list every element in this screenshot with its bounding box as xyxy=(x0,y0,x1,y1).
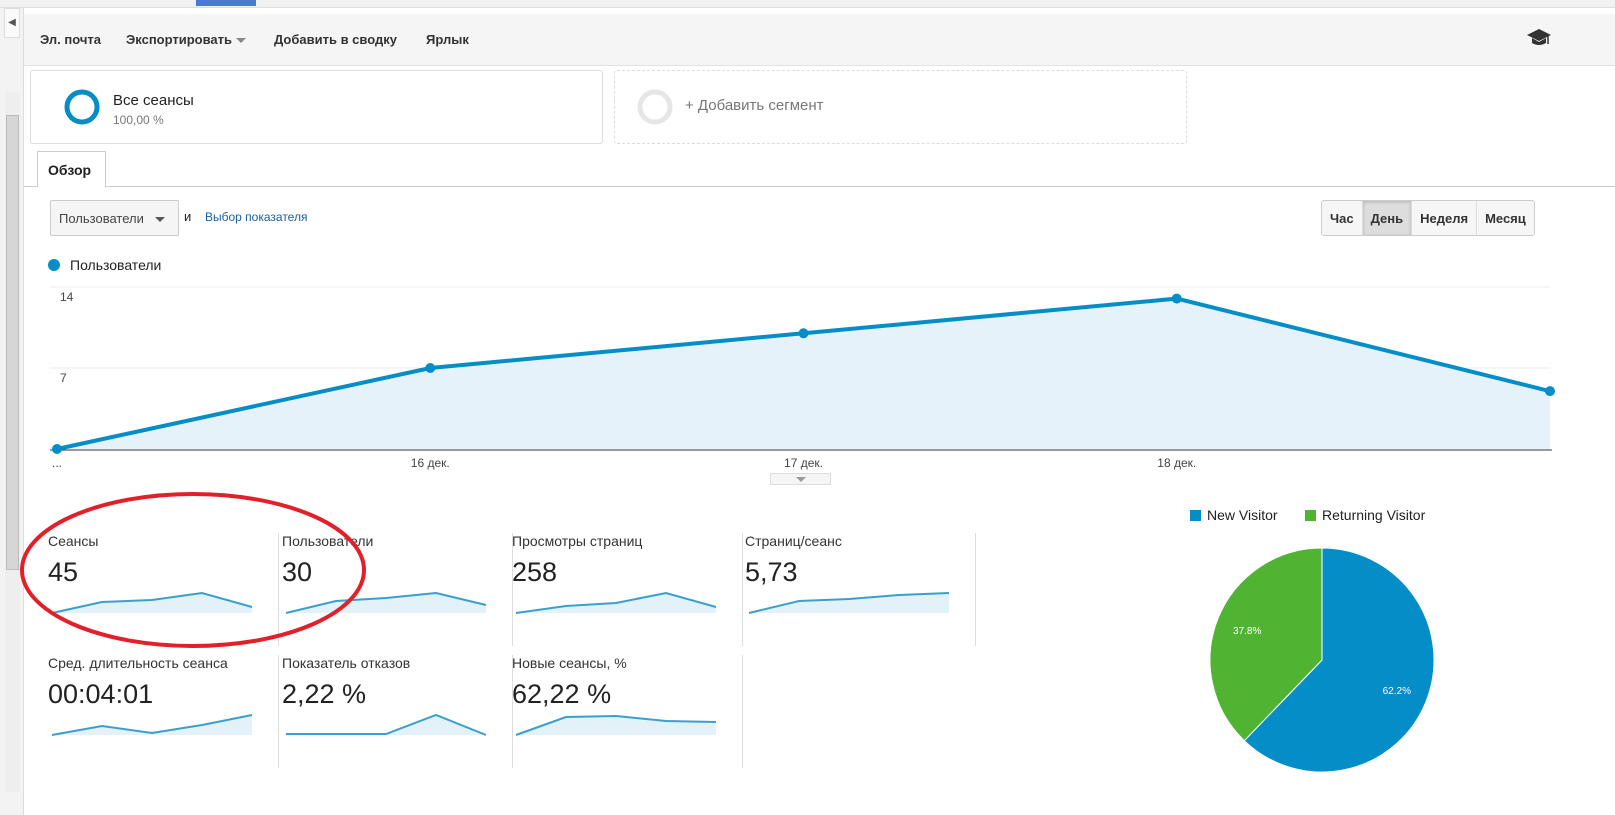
pie-legend-label: Returning Visitor xyxy=(1322,507,1426,523)
pie-label: 37.8% xyxy=(1233,626,1261,637)
sparkline-line xyxy=(51,714,253,736)
sparkline-area xyxy=(52,593,252,613)
choose-metric-link[interactable]: Выбор показателя xyxy=(205,210,308,224)
sparkline-line xyxy=(515,714,717,736)
x-tick-label: ... xyxy=(52,456,62,470)
legend-swatch xyxy=(1190,510,1201,521)
expand-chart-handle[interactable] xyxy=(770,473,831,485)
sparkline xyxy=(515,714,717,736)
collapse-sidebar-button[interactable]: ◀ xyxy=(4,8,20,38)
segment-title: Все сеансы xyxy=(113,92,194,109)
active-tab-indicator xyxy=(196,0,256,6)
metric-value: 62,22 % xyxy=(512,679,612,709)
segment-ring-icon xyxy=(64,89,100,125)
add-segment-label: + Добавить сегмент xyxy=(685,97,824,114)
tab-divider xyxy=(24,186,1615,187)
metric-value: 45 xyxy=(48,557,79,587)
sparkline-area xyxy=(286,715,486,735)
sparkline xyxy=(515,591,717,614)
pie-legend-label: New Visitor xyxy=(1207,507,1278,523)
data-point xyxy=(52,444,62,454)
sparkline-line xyxy=(748,592,950,614)
export-label: Экспортировать xyxy=(126,32,233,47)
legend-dot-icon xyxy=(48,259,60,271)
legend-swatch xyxy=(1305,510,1316,521)
period-toggle: Час День Неделя Месяц xyxy=(1321,200,1535,236)
period-week-button[interactable]: Неделя xyxy=(1412,201,1478,235)
chevron-down-icon xyxy=(155,217,166,223)
y-tick-label: 7 xyxy=(60,371,67,385)
metric-label: Просмотры страниц xyxy=(512,533,643,549)
metric-value: 30 xyxy=(282,557,313,587)
data-point xyxy=(798,328,809,339)
y-tick-label: 14 xyxy=(60,290,74,304)
sparkline-line xyxy=(51,591,253,614)
sparkline xyxy=(286,713,487,736)
metric-label: Сред. длительность сеанса xyxy=(48,655,228,671)
pie-label: 62.2% xyxy=(1383,686,1411,697)
data-point xyxy=(425,363,436,373)
period-month-button[interactable]: Месяц xyxy=(1477,201,1534,235)
report-toolbar: Эл. почта Экспортировать Добавить в свод… xyxy=(24,14,1615,66)
data-point xyxy=(1171,293,1182,304)
chart-legend-label: Пользователи xyxy=(70,257,162,273)
pie-slice xyxy=(1243,547,1435,773)
x-tick-label: 16 дек. xyxy=(411,456,450,470)
metric-tile[interactable]: Показатель отказов 2,22 % xyxy=(282,655,513,768)
scrollbar-thumb[interactable] xyxy=(6,115,19,570)
pie-slice xyxy=(1209,547,1323,742)
metric-tile[interactable]: Просмотры страниц 258 xyxy=(512,533,743,646)
x-tick-label: 17 дек. xyxy=(784,456,823,470)
metric-tile[interactable]: Страниц/сеанс 5,73 xyxy=(745,533,976,646)
shortcut-button[interactable]: Ярлык xyxy=(426,32,469,47)
metric-label: Новые сеансы, % xyxy=(512,655,627,671)
metric-label: Страниц/сеанс xyxy=(745,533,842,549)
metric-value: 2,22 % xyxy=(282,679,367,709)
segment-percent: 100,00 % xyxy=(113,113,164,127)
metric-label: Пользователи xyxy=(282,533,374,549)
sparkline-line xyxy=(515,591,717,614)
metric-label: Сеансы xyxy=(48,533,99,549)
metric-tile[interactable]: Пользователи 30 xyxy=(282,533,513,646)
add-to-dashboard-button[interactable]: Добавить в сводку xyxy=(274,32,397,47)
sparkline-line xyxy=(285,591,487,614)
metric-dropdown[interactable]: Пользователи xyxy=(50,200,179,236)
sparkline xyxy=(748,592,950,614)
metric-value: 00:04:01 xyxy=(48,679,154,709)
metric-dropdown-value: Пользователи xyxy=(59,211,144,226)
graduation-cap-icon[interactable] xyxy=(1526,28,1552,48)
metric-label: Показатель отказов xyxy=(282,655,411,671)
sparkline xyxy=(51,591,253,614)
browser-top-bar xyxy=(0,0,1615,8)
chevron-down-icon xyxy=(795,477,806,482)
metric-value: 5,73 xyxy=(745,557,798,587)
sparkline-area xyxy=(286,593,486,613)
segment-all-sessions[interactable]: Все сеансы 100,00 % xyxy=(30,70,603,144)
period-hour-button[interactable]: Час xyxy=(1322,201,1363,235)
users-line-chart: 7 14... 16 дек. 17 дек. 18 дек. xyxy=(50,286,1555,470)
metric-tile[interactable]: Сред. длительность сеанса 00:04:01 xyxy=(48,655,279,768)
visitor-pie-chart: 62.2% 37.8% New Visitor Returning Visitor xyxy=(1190,507,1435,773)
export-button[interactable]: Экспортировать xyxy=(126,32,246,47)
sparkline xyxy=(285,591,487,614)
tab-overview[interactable]: Обзор xyxy=(37,151,106,187)
sparkline-area xyxy=(52,715,252,735)
metric-tile[interactable]: Сеансы 45 xyxy=(48,533,279,646)
empty-segment-ring-icon xyxy=(637,89,673,125)
metric-value: 258 xyxy=(512,557,558,587)
red-circle-annotation xyxy=(20,492,366,648)
sparkline-line xyxy=(286,713,487,736)
email-button[interactable]: Эл. почта xyxy=(40,32,102,47)
sparkline xyxy=(51,714,253,736)
area-fill xyxy=(57,298,1550,449)
and-label: и xyxy=(184,209,192,224)
add-segment-button[interactable]: + Добавить сегмент xyxy=(614,70,1187,144)
chevron-down-icon xyxy=(235,38,246,44)
x-tick-label: 18 дек. xyxy=(1157,456,1196,470)
sparkline-area xyxy=(516,716,716,735)
period-day-button[interactable]: День xyxy=(1362,201,1413,235)
sparkline-area xyxy=(749,593,949,613)
data-point xyxy=(1545,386,1555,397)
metric-tile[interactable]: Новые сеансы, % 62,22 % xyxy=(512,655,743,768)
